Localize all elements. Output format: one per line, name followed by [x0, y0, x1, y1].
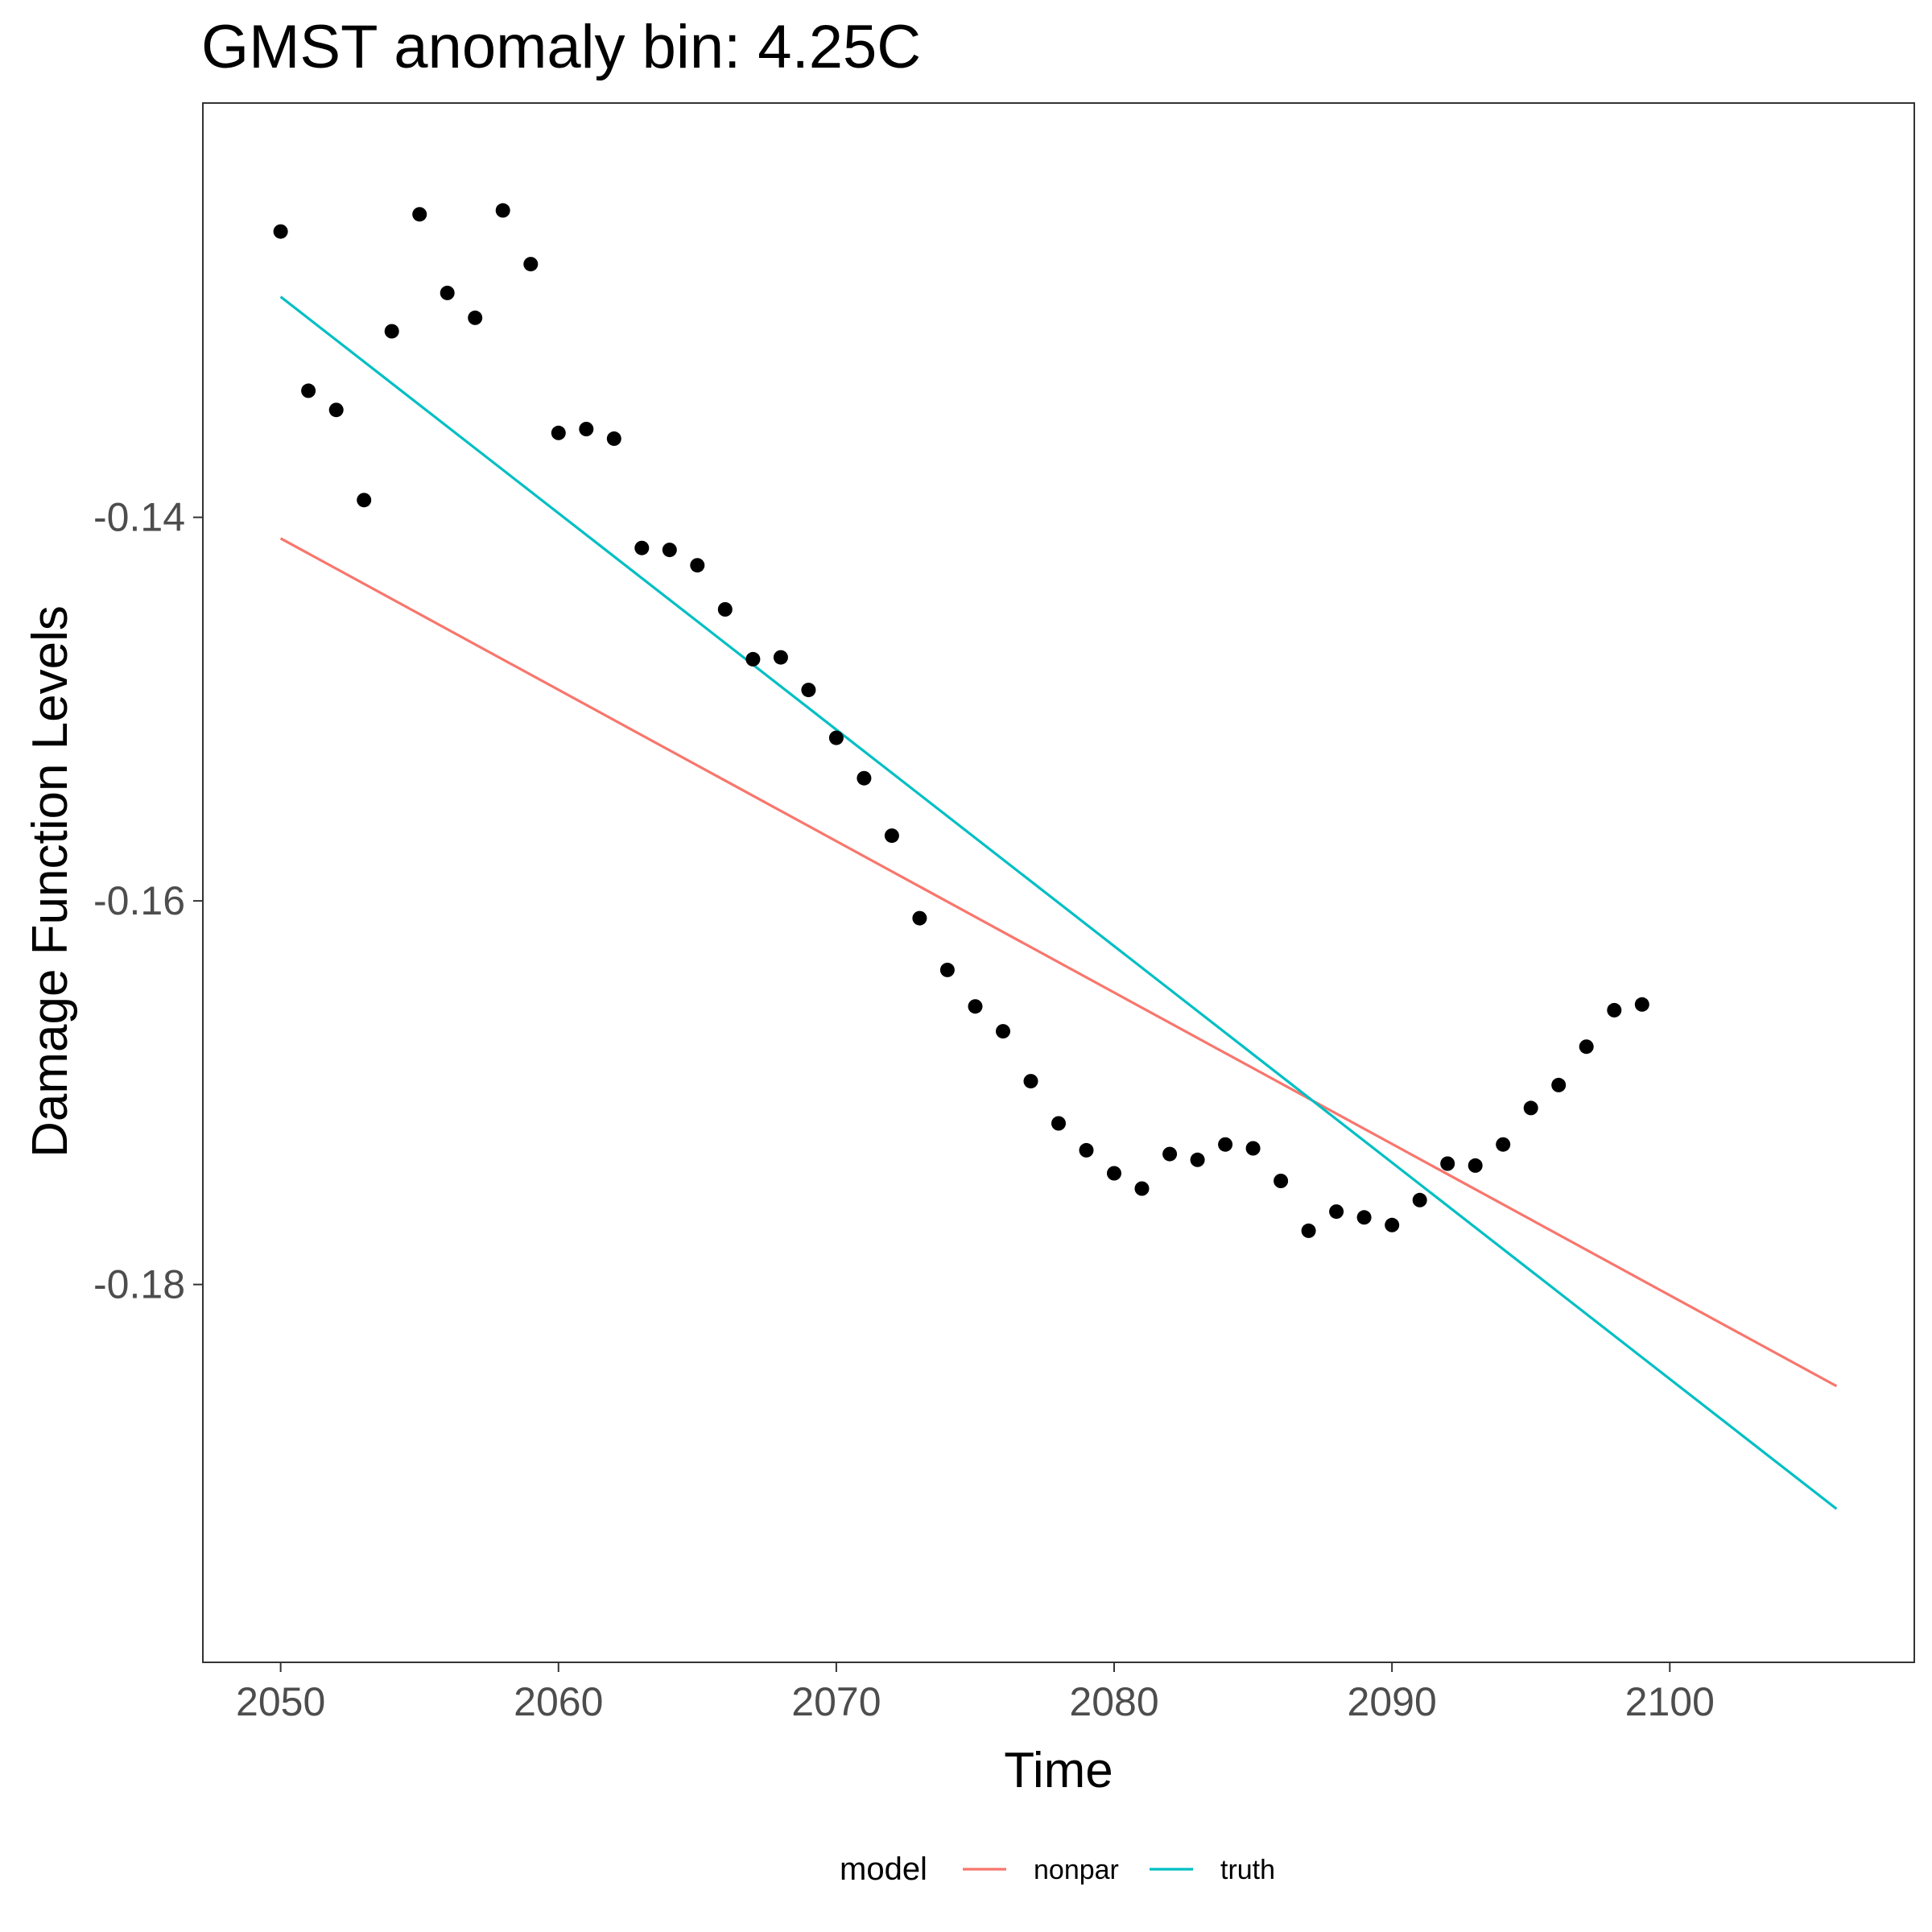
y-axis-title: Damage Function Levels — [23, 605, 78, 1158]
data-point — [1218, 1137, 1233, 1152]
panel-border — [202, 102, 1915, 1663]
data-point — [468, 310, 483, 325]
legend-label-truth: truth — [1220, 1855, 1275, 1885]
y-tick-label: -0.16 — [93, 878, 185, 923]
data-point — [1551, 1077, 1567, 1092]
data-point — [1051, 1116, 1066, 1131]
data-point — [273, 224, 288, 239]
data-point — [328, 402, 344, 418]
series-line-truth — [279, 295, 1838, 1510]
axes: 2050 2060 2070 2080 2090 2100 -0.14 -0.16 -0.18 — [93, 102, 1915, 1724]
data-point — [1496, 1137, 1511, 1152]
data-point — [828, 730, 844, 745]
data-point — [1162, 1146, 1178, 1162]
data-point — [1440, 1156, 1455, 1171]
plot-area — [273, 203, 1838, 1510]
data-point — [1634, 997, 1649, 1012]
data-point — [939, 962, 955, 977]
x-tick-label: 2050 — [236, 1679, 325, 1724]
data-point — [357, 493, 372, 508]
data-point — [1023, 1074, 1038, 1089]
data-point — [301, 383, 316, 398]
chart-title: GMST anomaly bin: 4.25C — [201, 13, 921, 81]
data-point — [1468, 1158, 1483, 1173]
data-point — [634, 540, 650, 555]
data-point — [745, 651, 761, 667]
data-point — [1523, 1100, 1538, 1116]
data-point — [1301, 1223, 1316, 1238]
data-point — [412, 207, 427, 222]
legend-label-nonpar: nonpar — [1034, 1855, 1119, 1885]
data-point — [968, 999, 983, 1014]
data-point — [1385, 1217, 1400, 1232]
data-point — [912, 910, 927, 926]
data-point — [773, 650, 788, 665]
x-tick-label: 2060 — [514, 1679, 603, 1724]
data-point — [1190, 1152, 1205, 1167]
data-point — [440, 285, 455, 300]
data-point — [523, 257, 539, 272]
data-point — [1245, 1141, 1261, 1156]
x-tick-label: 2080 — [1069, 1679, 1158, 1724]
data-point — [717, 602, 733, 617]
data-point — [1274, 1174, 1289, 1188]
legend: model nonpar truth — [840, 1852, 1275, 1887]
data-point — [1134, 1181, 1150, 1196]
data-point — [996, 1024, 1010, 1039]
data-point — [662, 543, 677, 558]
data-point — [857, 770, 872, 786]
data-point — [579, 422, 594, 436]
data-point — [1412, 1192, 1427, 1208]
data-point — [1079, 1142, 1094, 1158]
y-tick-label: -0.14 — [93, 495, 185, 540]
x-axis-title: Time — [1004, 1743, 1113, 1798]
x-tick-label: 2100 — [1625, 1679, 1715, 1724]
data-point — [690, 558, 705, 573]
data-point — [495, 203, 510, 218]
data-point — [606, 431, 621, 446]
x-tick-label: 2090 — [1348, 1679, 1437, 1724]
data-point — [801, 683, 816, 698]
data-point — [884, 828, 899, 844]
data-point — [551, 425, 566, 440]
data-point — [384, 324, 399, 339]
y-tick-label: -0.18 — [93, 1262, 185, 1307]
data-point — [1607, 1002, 1622, 1018]
legend-title: model — [840, 1852, 927, 1887]
data-point — [1579, 1039, 1594, 1055]
data-point — [1356, 1210, 1372, 1225]
data-point — [1107, 1166, 1121, 1181]
series-line-nonpar — [279, 537, 1838, 1388]
data-point — [1329, 1204, 1344, 1220]
x-tick-label: 2070 — [791, 1679, 881, 1724]
